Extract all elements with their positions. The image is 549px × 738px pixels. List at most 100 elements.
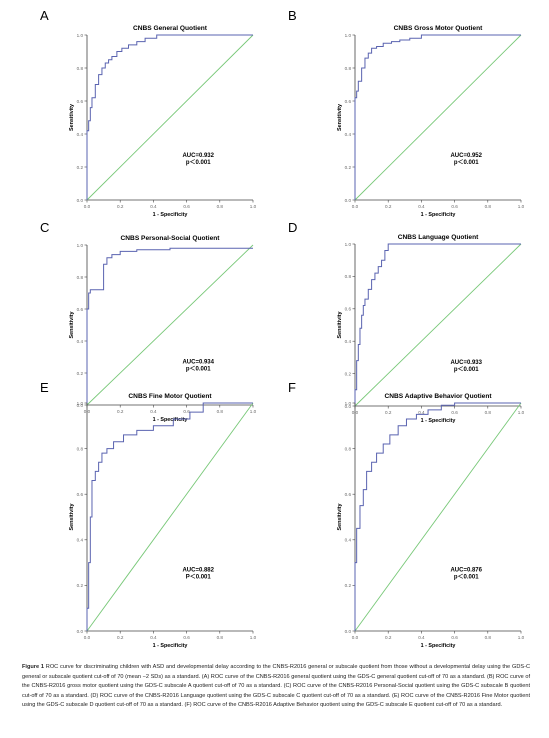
reference-line: [354, 402, 522, 632]
x-tick-label: 0.0: [352, 204, 359, 209]
y-tick-label: 0.2: [77, 165, 84, 170]
y-tick-label: 0.4: [77, 538, 84, 543]
panel-letter: D: [288, 220, 297, 235]
p-value-label: p＜0.001: [186, 159, 211, 166]
x-tick-label: 0.6: [183, 635, 190, 640]
y-tick-label: 0.2: [345, 165, 352, 170]
panel-title: CNBS Adaptive Behavior Quotient: [384, 393, 492, 400]
x-tick-label: 0.8: [485, 635, 492, 640]
panel-title: CNBS Personal-Social Quotient: [121, 235, 221, 242]
y-tick-label: 0.6: [77, 307, 84, 312]
auc-label: AUC=0.952: [450, 153, 482, 159]
y-axis-label: Sensitivity: [69, 504, 75, 531]
panel-letter: F: [288, 380, 296, 395]
panel-b: B CNBS Gross Motor Quotient 0.0 0.2 0.4 0.6 0.…: [288, 8, 525, 218]
panel-letter: C: [40, 220, 49, 235]
x-tick-label: 0.2: [117, 204, 124, 209]
panel-title: CNBS Gross Motor Quotient: [394, 25, 483, 32]
y-tick-label: 0.0: [77, 629, 84, 634]
x-tick-label: 0.2: [385, 410, 392, 415]
panel-f: F CNBS Adaptive Behavior Quotient 0.0 0.2 0.…: [288, 380, 525, 649]
auc-label: AUC=0.876: [450, 568, 482, 574]
p-value-label: p＜0.001: [454, 574, 479, 581]
x-tick-label: 1.0: [518, 635, 525, 640]
x-tick-label: 0.2: [385, 204, 392, 209]
x-tick-label: 0.2: [117, 635, 124, 640]
y-axis-label: Sensitivity: [337, 104, 343, 131]
auc-label: AUC=0.882: [182, 568, 214, 574]
y-tick-label: 0.8: [77, 446, 84, 451]
panel-a: A CNBS General Quotient 0.0 0.2 0.4 0.6 0.8 1.0…: [40, 8, 257, 218]
reference-line: [354, 243, 522, 407]
y-tick-label: 1.0: [345, 33, 352, 38]
panel-letter: E: [40, 380, 49, 395]
y-tick-label: 0.8: [345, 446, 352, 451]
y-tick-label: 0.4: [345, 339, 352, 344]
x-tick-label: 0.8: [485, 204, 492, 209]
x-tick-label: 0.8: [217, 409, 224, 414]
y-tick-label: 0.4: [77, 339, 84, 344]
y-tick-label: 0.6: [77, 99, 84, 104]
panel-letter: B: [288, 8, 297, 23]
p-value-label: P＜0.001: [186, 574, 212, 581]
x-tick-label: 0.6: [183, 409, 190, 414]
x-tick-label: 0.4: [418, 204, 425, 209]
y-tick-label: 1.0: [345, 401, 352, 406]
y-tick-label: 0.8: [345, 66, 352, 71]
x-tick-label: 0.4: [418, 410, 425, 415]
y-tick-label: 0.6: [345, 492, 352, 497]
y-tick-label: 1.0: [345, 242, 352, 247]
x-tick-label: 1.0: [518, 204, 525, 209]
auc-label: AUC=0.934: [182, 359, 214, 365]
roc-curve: [354, 34, 521, 200]
y-axis-label: Sensitivity: [337, 504, 343, 531]
y-tick-label: 0.8: [77, 275, 84, 280]
y-tick-label: 0.8: [345, 274, 352, 279]
y-tick-label: 0.8: [77, 66, 84, 71]
y-tick-label: 0.0: [77, 403, 84, 408]
x-tick-label: 0.4: [150, 204, 157, 209]
y-tick-label: 1.0: [77, 401, 84, 406]
caption-label: Figure 1: [22, 664, 44, 670]
x-axis-label: 1 - Specificity: [153, 643, 188, 649]
x-tick-label: 0.6: [183, 204, 190, 209]
y-tick-label: 0.0: [77, 198, 84, 203]
x-tick-label: 0.0: [84, 635, 91, 640]
reference-line: [86, 402, 254, 632]
y-tick-label: 0.6: [77, 492, 84, 497]
caption-text: ROC curve for discriminating children wi…: [22, 664, 530, 709]
panel-title: CNBS General Quotient: [133, 25, 208, 32]
y-tick-label: 0.0: [345, 404, 352, 409]
x-tick-label: 1.0: [250, 635, 257, 640]
panel-title: CNBS Fine Motor Quotient: [128, 393, 212, 400]
x-tick-label: 0.4: [150, 635, 157, 640]
x-axis-label: 1 - Specificity: [153, 417, 188, 423]
auc-label: AUC=0.933: [450, 360, 482, 366]
y-tick-label: 1.0: [77, 33, 84, 38]
reference-line: [86, 244, 254, 406]
x-tick-label: 1.0: [518, 410, 525, 415]
y-tick-label: 0.6: [345, 307, 352, 312]
figure-caption: Figure 1 ROC curve for discriminating ch…: [22, 663, 530, 711]
x-tick-label: 0.8: [217, 204, 224, 209]
roc-curve: [86, 34, 253, 200]
panel-e: E CNBS Fine Motor Quotient 0.0 0.2 0.4 0.6 0.8…: [40, 380, 257, 649]
auc-label: AUC=0.932: [182, 153, 214, 159]
x-tick-label: 1.0: [250, 409, 257, 414]
x-tick-label: 0.4: [150, 409, 157, 414]
y-axis-label: Sensitivity: [69, 312, 75, 339]
y-axis-label: Sensitivity: [337, 312, 343, 339]
p-value-label: p＜0.001: [186, 365, 211, 372]
y-tick-label: 0.2: [77, 583, 84, 588]
y-tick-label: 0.0: [345, 629, 352, 634]
x-axis-label: 1 - Specificity: [421, 643, 456, 649]
x-tick-label: 0.6: [451, 635, 458, 640]
y-tick-label: 0.4: [345, 132, 352, 137]
p-value-label: p＜0.001: [454, 366, 479, 373]
y-tick-label: 0.2: [345, 583, 352, 588]
x-tick-label: 0.6: [451, 204, 458, 209]
x-axis-label: 1 - Specificity: [421, 212, 456, 218]
y-tick-label: 0.2: [77, 371, 84, 376]
p-value-label: p＜0.001: [454, 159, 479, 166]
x-tick-label: 0.6: [451, 410, 458, 415]
